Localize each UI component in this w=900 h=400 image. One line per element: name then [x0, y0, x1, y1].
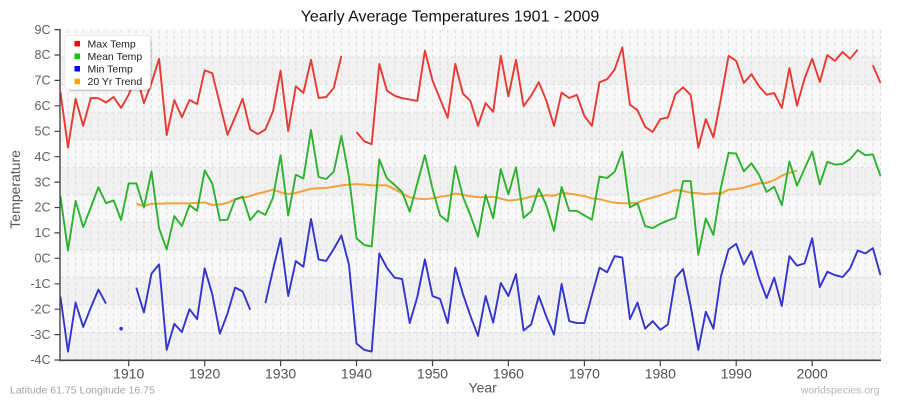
- svg-text:3C: 3C: [35, 175, 51, 189]
- svg-text:Yearly Average Temperatures 19: Yearly Average Temperatures 1901 - 2009: [301, 9, 600, 26]
- svg-text:1920: 1920: [189, 365, 220, 381]
- svg-text:-4C: -4C: [30, 353, 50, 367]
- svg-text:20 Yr Trend: 20 Yr Trend: [88, 76, 143, 88]
- svg-text:Mean Temp: Mean Temp: [88, 51, 143, 63]
- svg-text:worldspecies.org: worldspecies.org: [800, 385, 880, 397]
- svg-text:4C: 4C: [35, 150, 51, 164]
- svg-text:0C: 0C: [35, 252, 51, 266]
- svg-text:1930: 1930: [265, 365, 296, 381]
- svg-text:Min Temp: Min Temp: [88, 64, 133, 76]
- svg-text:1940: 1940: [341, 365, 372, 381]
- svg-text:1C: 1C: [35, 226, 51, 240]
- svg-text:1910: 1910: [113, 365, 144, 381]
- svg-text:2C: 2C: [35, 201, 51, 215]
- svg-text:-1C: -1C: [30, 277, 50, 291]
- svg-text:1980: 1980: [645, 365, 676, 381]
- svg-text:1970: 1970: [569, 365, 600, 381]
- svg-text:6C: 6C: [35, 99, 51, 113]
- svg-text:7C: 7C: [35, 74, 51, 88]
- svg-text:Max Temp: Max Temp: [88, 38, 136, 50]
- svg-text:8C: 8C: [35, 48, 51, 62]
- svg-text:9C: 9C: [35, 23, 51, 37]
- svg-text:Temperature: Temperature: [7, 150, 23, 229]
- svg-text:Latitude 61.75 Longitude 16.75: Latitude 61.75 Longitude 16.75: [10, 385, 155, 397]
- svg-text:-2C: -2C: [30, 302, 50, 316]
- svg-text:1950: 1950: [417, 365, 448, 381]
- svg-text:1990: 1990: [721, 365, 752, 381]
- svg-text:-3C: -3C: [30, 328, 50, 342]
- svg-text:Year: Year: [469, 380, 498, 396]
- svg-text:5C: 5C: [35, 125, 51, 139]
- svg-text:1960: 1960: [493, 365, 524, 381]
- svg-text:2000: 2000: [797, 365, 828, 381]
